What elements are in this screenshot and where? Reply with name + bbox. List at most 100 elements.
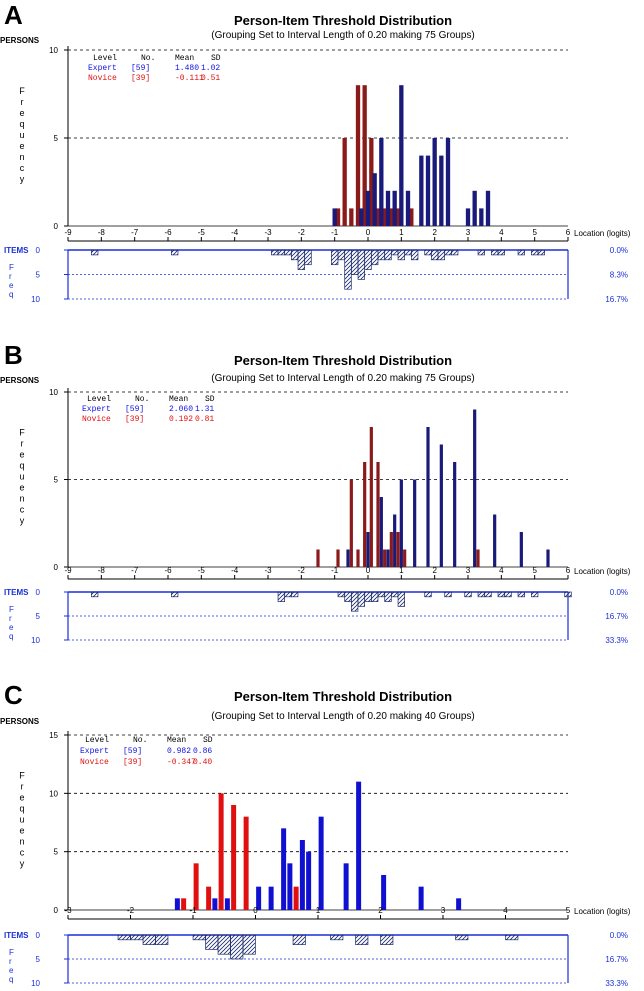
y-axis-label-letter: q bbox=[19, 119, 24, 129]
bar-expert bbox=[356, 781, 362, 910]
legend-mean: 0.192 bbox=[169, 415, 193, 424]
x-tick-label: -9 bbox=[64, 228, 72, 237]
bar-novice bbox=[369, 138, 374, 226]
x-tick-label: 5 bbox=[532, 566, 537, 575]
y-tick-label: 10 bbox=[49, 46, 58, 55]
bar-novice bbox=[206, 886, 212, 910]
chart-subtitle: (Grouping Set to Interval Length of 0.20… bbox=[211, 373, 475, 384]
item-bar bbox=[351, 591, 359, 612]
bar-expert bbox=[386, 549, 390, 567]
bar-expert bbox=[399, 85, 404, 226]
bar-novice bbox=[396, 532, 400, 567]
bar-novice bbox=[335, 208, 341, 226]
item-bar bbox=[397, 591, 405, 607]
y-tick-label: 0 bbox=[54, 563, 59, 572]
bar-expert bbox=[346, 549, 350, 567]
item-bar bbox=[277, 249, 285, 256]
x-tick-label: 4 bbox=[499, 566, 504, 575]
y-axis-label-letter: e bbox=[19, 826, 24, 836]
persons-label: PERSONS bbox=[0, 36, 40, 45]
legend-header: Mean bbox=[167, 736, 186, 745]
item-bar bbox=[517, 591, 525, 598]
legend-count: [39] bbox=[123, 758, 142, 767]
bar-expert bbox=[299, 840, 305, 910]
bar-expert bbox=[399, 479, 403, 567]
legend-mean: -0.111 bbox=[175, 74, 204, 83]
x-tick-label: 3 bbox=[466, 566, 471, 575]
item-bar bbox=[384, 249, 392, 261]
x-tick-label: -3 bbox=[64, 906, 72, 915]
item-bar bbox=[284, 249, 292, 256]
persons-label: PERSONS bbox=[0, 376, 40, 385]
x-tick-label: 4 bbox=[499, 228, 504, 237]
x-tick-label: -5 bbox=[198, 228, 206, 237]
x-tick-label: 2 bbox=[378, 906, 383, 915]
y-axis-label-letter: r bbox=[21, 97, 24, 107]
chart-panel-b: B Person-Item Threshold Distribution (Grou… bbox=[0, 338, 644, 668]
chart-c: C Person-Item Threshold Distribution (Grou… bbox=[0, 680, 631, 988]
items-percent-label: 0.0% bbox=[610, 588, 628, 597]
items-freq-letter: e bbox=[9, 281, 14, 290]
item-bar bbox=[271, 249, 279, 256]
bar-novice bbox=[349, 479, 353, 567]
chart-subtitle: (Grouping Set to Interval Length of 0.20… bbox=[211, 711, 475, 722]
x-tick-label: -3 bbox=[264, 228, 272, 237]
items-percent-label: 16.7% bbox=[605, 955, 628, 964]
bar-expert bbox=[485, 190, 491, 226]
bar-expert bbox=[405, 190, 411, 226]
item-bar bbox=[464, 591, 472, 598]
item-bar bbox=[364, 249, 372, 270]
items-freq-letter: F bbox=[9, 948, 14, 957]
item-bar bbox=[330, 934, 344, 941]
x-tick-label: -5 bbox=[198, 566, 206, 575]
bar-expert bbox=[381, 875, 387, 910]
chart-panel-c: C Person-Item Threshold Distribution (Grou… bbox=[0, 678, 644, 991]
y-tick-label: 10 bbox=[49, 789, 58, 798]
chart-subtitle: (Grouping Set to Interval Length of 0.20… bbox=[211, 30, 475, 41]
item-bar bbox=[364, 591, 372, 602]
item-bar bbox=[505, 934, 519, 941]
bar-expert bbox=[473, 409, 477, 567]
x-tick-label: -9 bbox=[64, 566, 72, 575]
item-bar bbox=[497, 249, 505, 256]
items-freq-letter: r bbox=[9, 272, 12, 281]
bar-expert bbox=[419, 155, 424, 226]
item-bar bbox=[291, 249, 299, 261]
item-bar bbox=[344, 591, 352, 602]
items-label: ITEMS bbox=[4, 246, 29, 255]
y-tick-label: 0 bbox=[54, 222, 59, 231]
legend-count: [59] bbox=[131, 64, 150, 73]
bar-expert bbox=[287, 863, 293, 910]
y-axis-label-letter: c bbox=[20, 505, 25, 515]
items-tick-label: 10 bbox=[31, 636, 40, 645]
bar-expert bbox=[465, 208, 471, 226]
x-tick-label: -1 bbox=[331, 228, 339, 237]
item-bar bbox=[205, 934, 219, 950]
items-tick-label: 0 bbox=[36, 588, 41, 597]
item-bar bbox=[297, 249, 305, 270]
legend-sd: 0.86 bbox=[193, 747, 212, 756]
x-tick-label: -4 bbox=[231, 228, 239, 237]
item-bar bbox=[537, 249, 545, 256]
x-tick-label: 0 bbox=[366, 566, 371, 575]
y-axis-label-letter: y bbox=[20, 174, 25, 184]
items-tick-label: 5 bbox=[36, 612, 41, 621]
x-tick-label: -2 bbox=[298, 228, 306, 237]
items-tick-label: 0 bbox=[36, 246, 41, 255]
bar-novice bbox=[362, 85, 367, 226]
item-bar bbox=[437, 249, 445, 261]
y-axis-label-letter: e bbox=[19, 450, 24, 460]
legend-sd: 0.40 bbox=[193, 758, 212, 767]
legend-sd: 0.51 bbox=[201, 74, 220, 83]
bar-expert bbox=[224, 898, 230, 910]
item-bar bbox=[277, 591, 285, 602]
x-tick-label: 6 bbox=[566, 566, 571, 575]
items-percent-label: 0.0% bbox=[610, 931, 628, 940]
chart-a: A Person-Item Threshold Distribution (Grou… bbox=[0, 0, 631, 304]
legend-mean: 2.060 bbox=[169, 405, 193, 414]
legend-count: [39] bbox=[131, 74, 150, 83]
item-bar bbox=[117, 934, 131, 941]
bar-novice bbox=[181, 898, 187, 910]
y-axis-label-letter: n bbox=[19, 494, 24, 504]
item-bar bbox=[371, 591, 379, 602]
